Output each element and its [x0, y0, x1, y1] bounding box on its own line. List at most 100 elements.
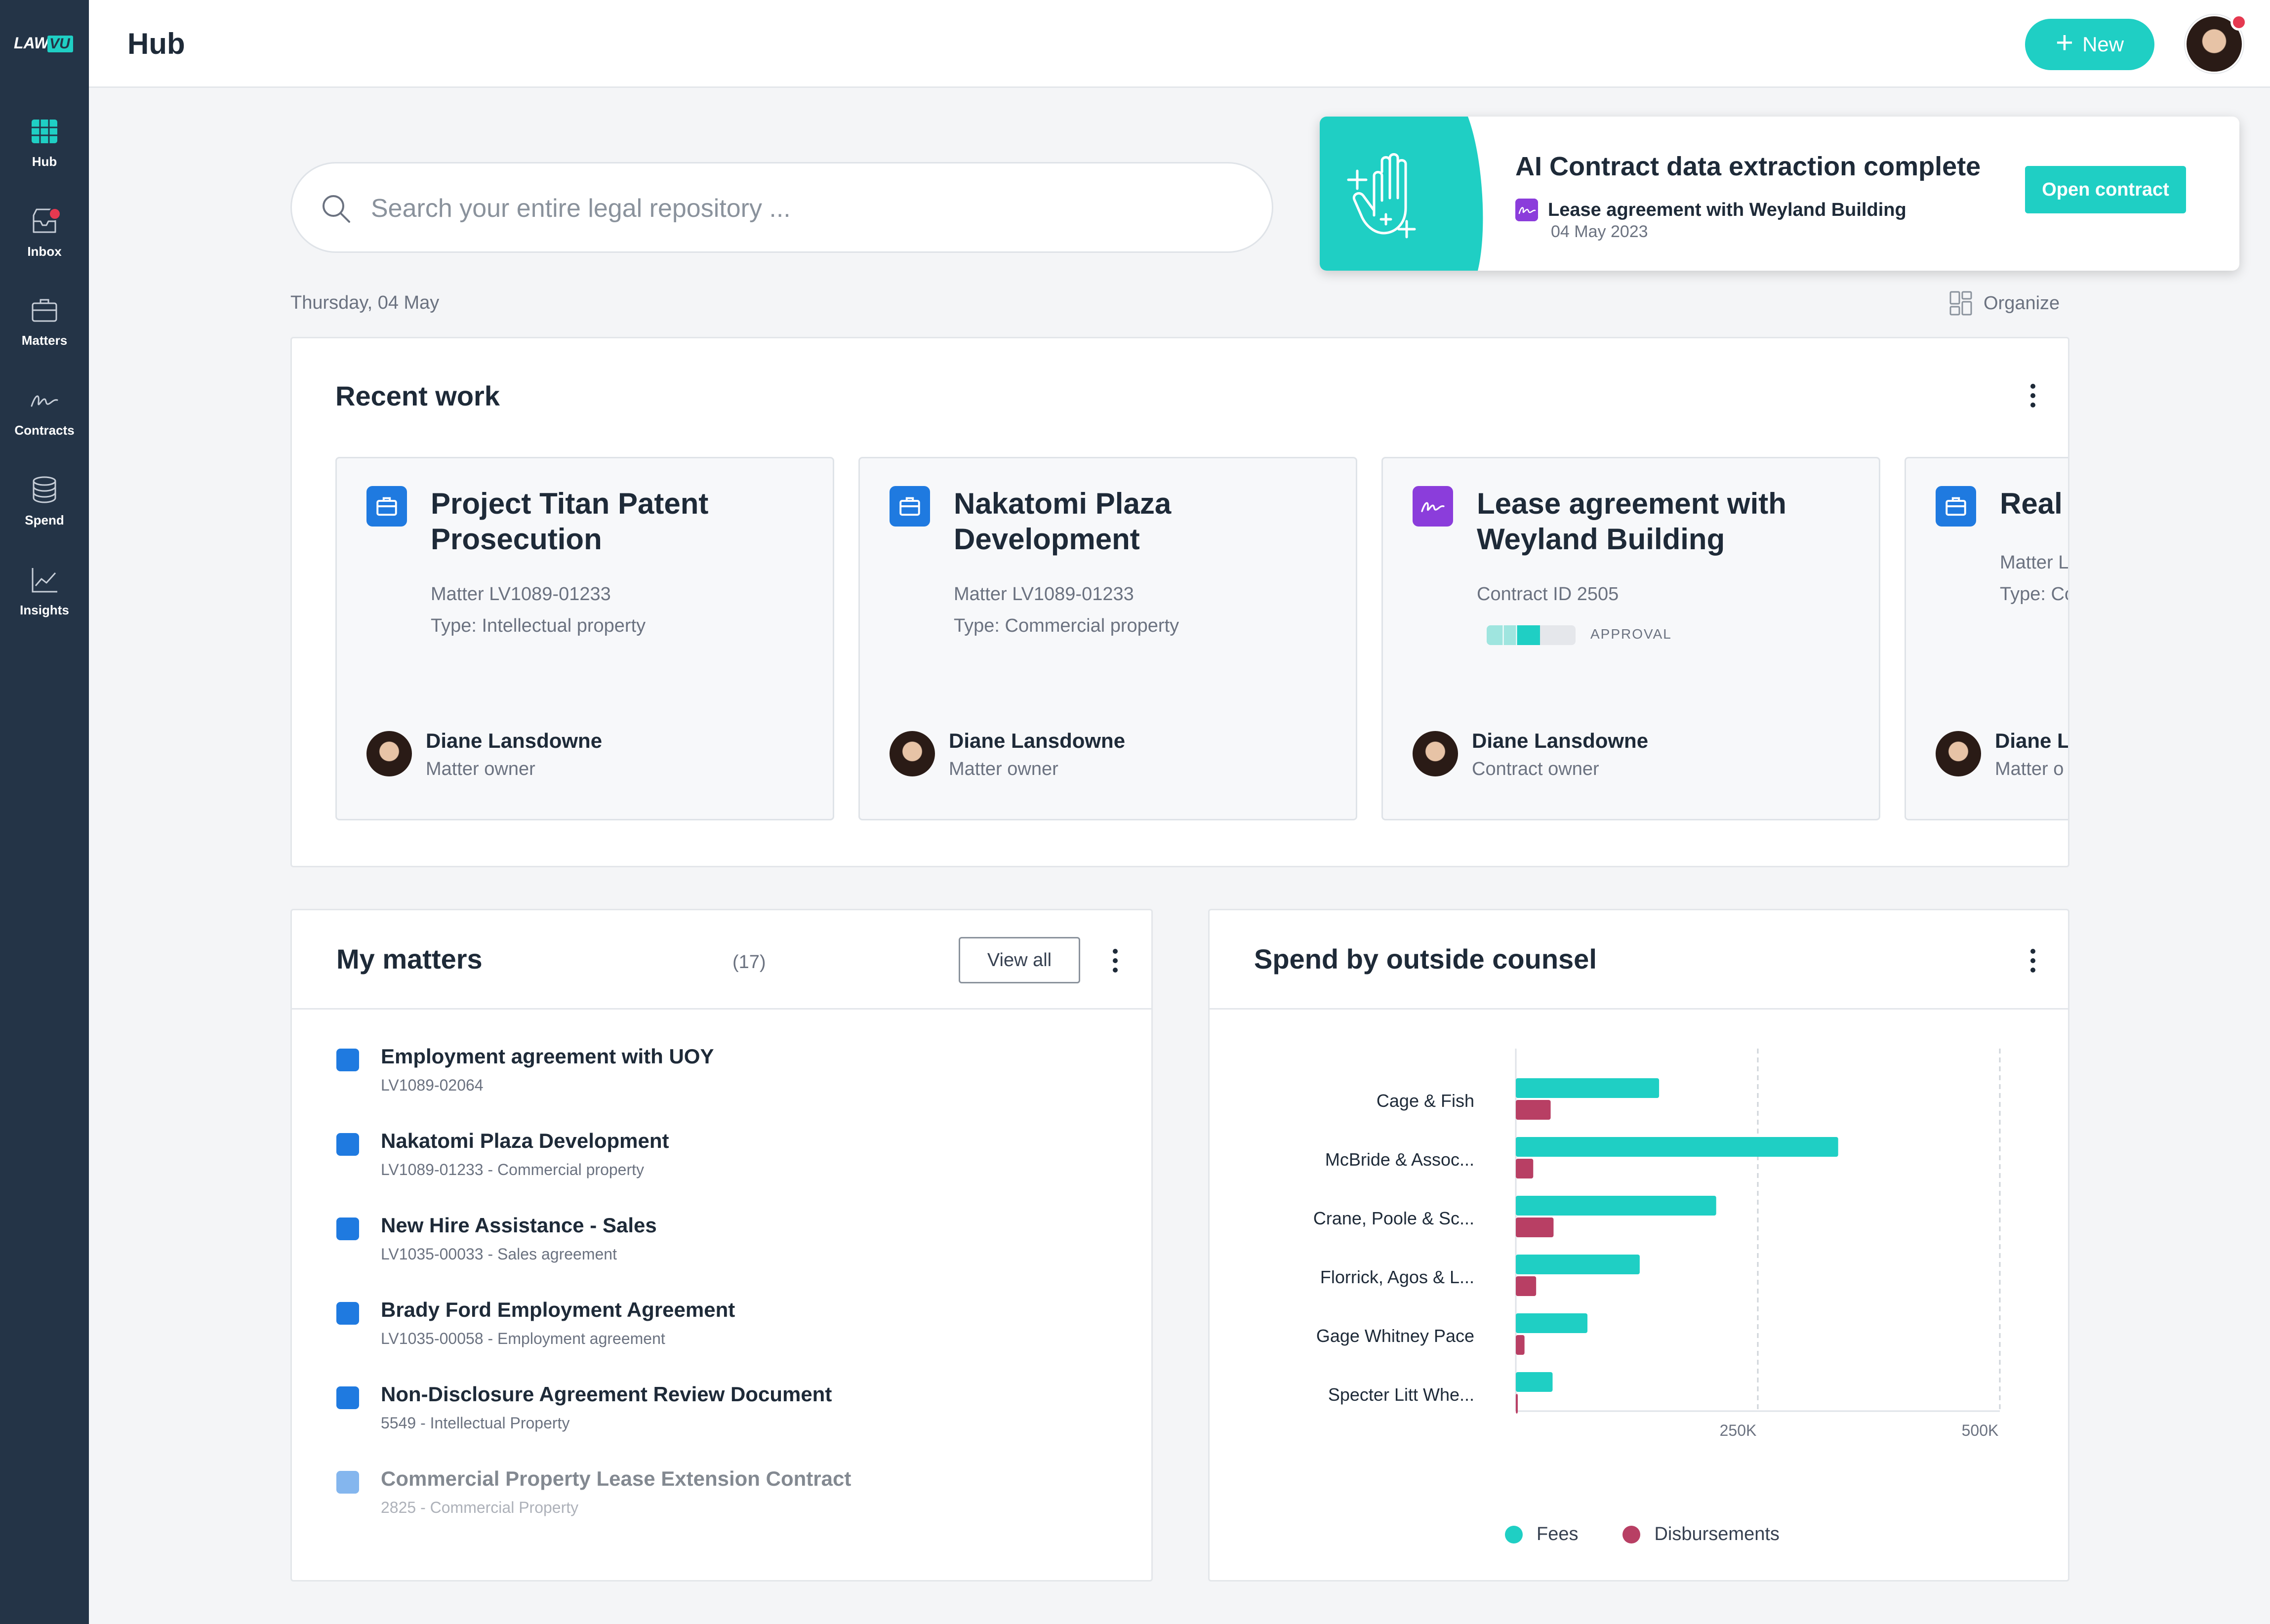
owner-role: Matter owner — [949, 759, 1058, 779]
briefcase-icon — [336, 1471, 359, 1494]
view-all-button[interactable]: View all — [959, 937, 1080, 983]
card-title: Project Titan Patent Prosecution — [431, 487, 709, 556]
fees-bar — [1516, 1313, 1588, 1333]
more-options-icon[interactable] — [1108, 946, 1123, 975]
legend-dot-fees — [1505, 1525, 1523, 1543]
card-type: Type: Intellectual property — [431, 615, 646, 636]
legend-label-fees: Fees — [1537, 1524, 1579, 1544]
category-label: Cage & Fish — [1377, 1091, 1474, 1111]
matter-title: Non-Disclosure Agreement Review Document — [381, 1382, 832, 1406]
owner-role: Contract owner — [1472, 759, 1599, 779]
sidebar-item-label: Hub — [32, 154, 57, 169]
card-matter-id: Matter L — [2000, 552, 2069, 573]
disbursements-bar — [1516, 1394, 1518, 1414]
notification-document-name: Lease agreement with Weyland Building — [1548, 199, 1906, 220]
fees-bar — [1516, 1137, 1838, 1157]
recent-work-card[interactable]: Project Titan Patent Prosecution Matter … — [335, 457, 834, 820]
matter-subtitle: LV1035-00058 - Employment agreement — [381, 1330, 665, 1347]
approval-progress-bar — [1487, 625, 1576, 645]
card-matter-id: Matter LV1089-01233 — [431, 584, 611, 605]
category-label: Crane, Poole & Sc... — [1313, 1208, 1474, 1228]
more-options-icon[interactable] — [2026, 381, 2040, 410]
spend-title: Spend by outside counsel — [1254, 943, 1597, 974]
inbox-badge — [48, 207, 61, 220]
more-options-icon[interactable] — [2026, 946, 2040, 975]
category-label: Specter Litt Whe... — [1328, 1384, 1474, 1405]
fees-bar — [1516, 1196, 1716, 1216]
category-label: Gage Whitney Pace — [1316, 1326, 1474, 1346]
briefcase-icon — [366, 486, 407, 527]
chart-legend: Fees Disbursements — [1505, 1524, 1780, 1545]
briefcase-icon — [336, 1049, 359, 1071]
current-date: Thursday, 04 May — [290, 292, 440, 313]
category-label: McBride & Assoc... — [1325, 1149, 1474, 1170]
legend-label-disbursements: Disbursements — [1654, 1524, 1780, 1544]
card-matter-id: Matter LV1089-01233 — [954, 584, 1134, 605]
divider — [292, 1008, 1151, 1010]
legend-dot-disbursements — [1622, 1525, 1641, 1543]
briefcase-icon — [336, 1302, 359, 1325]
open-contract-button[interactable]: Open contract — [2025, 166, 2186, 213]
disbursements-bar — [1516, 1335, 1525, 1355]
owner-name: Diane La — [1995, 729, 2069, 752]
card-type: Type: Commercial property — [954, 615, 1179, 636]
line-chart-icon — [32, 568, 57, 593]
grid-icon — [32, 120, 57, 143]
progress-fill — [1487, 625, 1540, 645]
x-tick-label: 500K — [1962, 1421, 1999, 1439]
organize-button[interactable]: Organize — [1949, 290, 2060, 316]
card-title: Real E — [2000, 487, 2068, 520]
disbursements-bar — [1516, 1159, 1534, 1178]
disbursements-bar — [1516, 1276, 1537, 1296]
spend-bar-chart: 250K 500K Cage & Fish McBride & Assoc... Cra… — [1313, 1049, 2001, 1439]
sidebar-item-matters[interactable]: Matters — [0, 294, 89, 368]
briefcase-icon — [336, 1218, 359, 1240]
briefcase-icon — [890, 486, 930, 527]
card-contract-id: Contract ID 2505 — [1477, 584, 1619, 605]
divider — [1210, 1008, 2068, 1010]
my-matters-panel: My matters (17) View all Employment agre… — [290, 909, 1153, 1582]
search-bar[interactable] — [290, 162, 1273, 253]
sidebar-item-contracts[interactable]: Contracts — [0, 384, 89, 458]
matter-title: Brady Ford Employment Agreement — [381, 1298, 735, 1321]
notification-badge — [2230, 14, 2247, 31]
avatar — [366, 731, 412, 776]
top-header: Hub + New — [89, 0, 2270, 88]
owner-name: Diane Lansdowne — [426, 729, 603, 752]
briefcase-icon — [336, 1133, 359, 1156]
fees-bar — [1516, 1255, 1640, 1274]
matter-title: New Hire Assistance - Sales — [381, 1214, 657, 1237]
avatar — [1936, 731, 1981, 776]
avatar — [1413, 731, 1458, 776]
notification-document[interactable]: Lease agreement with Weyland Building — [1515, 199, 1906, 221]
logo-text-law: LAW — [14, 34, 50, 52]
legend-item-disbursements[interactable]: Disbursements — [1622, 1524, 1780, 1545]
owner-name: Diane Lansdowne — [949, 729, 1126, 752]
plus-icon: + — [2055, 26, 2074, 60]
sidebar-item-label: Inbox — [27, 244, 62, 259]
disbursements-bar — [1516, 1100, 1551, 1120]
recent-work-card[interactable]: Real E Matter L Type: Co Diane La Matter… — [1905, 457, 2069, 820]
owner-role: Matter owner — [426, 759, 535, 779]
sidebar-item-label: Contracts — [14, 423, 75, 438]
coins-icon — [33, 476, 56, 503]
sidebar: LAW VU Hub Inbox Matters Contracts — [0, 0, 89, 1624]
matter-title: Commercial Property Lease Extension Cont… — [381, 1467, 851, 1490]
sidebar-item-spend[interactable]: Spend — [0, 474, 89, 548]
ai-extraction-notification: AI Contract data extraction complete Lea… — [1320, 117, 2239, 271]
matter-subtitle: LV1089-01233 - Commercial property — [381, 1161, 644, 1178]
legend-item-fees[interactable]: Fees — [1505, 1524, 1578, 1545]
lawvu-logo[interactable]: LAW VU — [14, 31, 75, 56]
sidebar-item-inbox[interactable]: Inbox — [0, 205, 89, 280]
sidebar-item-label: Spend — [25, 513, 64, 528]
recent-work-card[interactable]: Nakatomi Plaza Development Matter LV1089… — [858, 457, 1357, 820]
matter-subtitle: LV1089-02064 — [381, 1076, 484, 1094]
sidebar-item-insights[interactable]: Insights — [0, 564, 89, 638]
page-title: Hub — [127, 27, 185, 60]
recent-work-panel: Recent work Project Titan Patent Prosecu… — [290, 337, 2069, 867]
recent-work-card[interactable]: Lease agreement with Weyland Building Co… — [1381, 457, 1880, 820]
matter-title: Nakatomi Plaza Development — [381, 1129, 669, 1152]
sidebar-item-hub[interactable]: Hub — [0, 116, 89, 190]
search-input[interactable] — [371, 186, 1240, 231]
new-button[interactable]: + New — [2025, 19, 2154, 70]
